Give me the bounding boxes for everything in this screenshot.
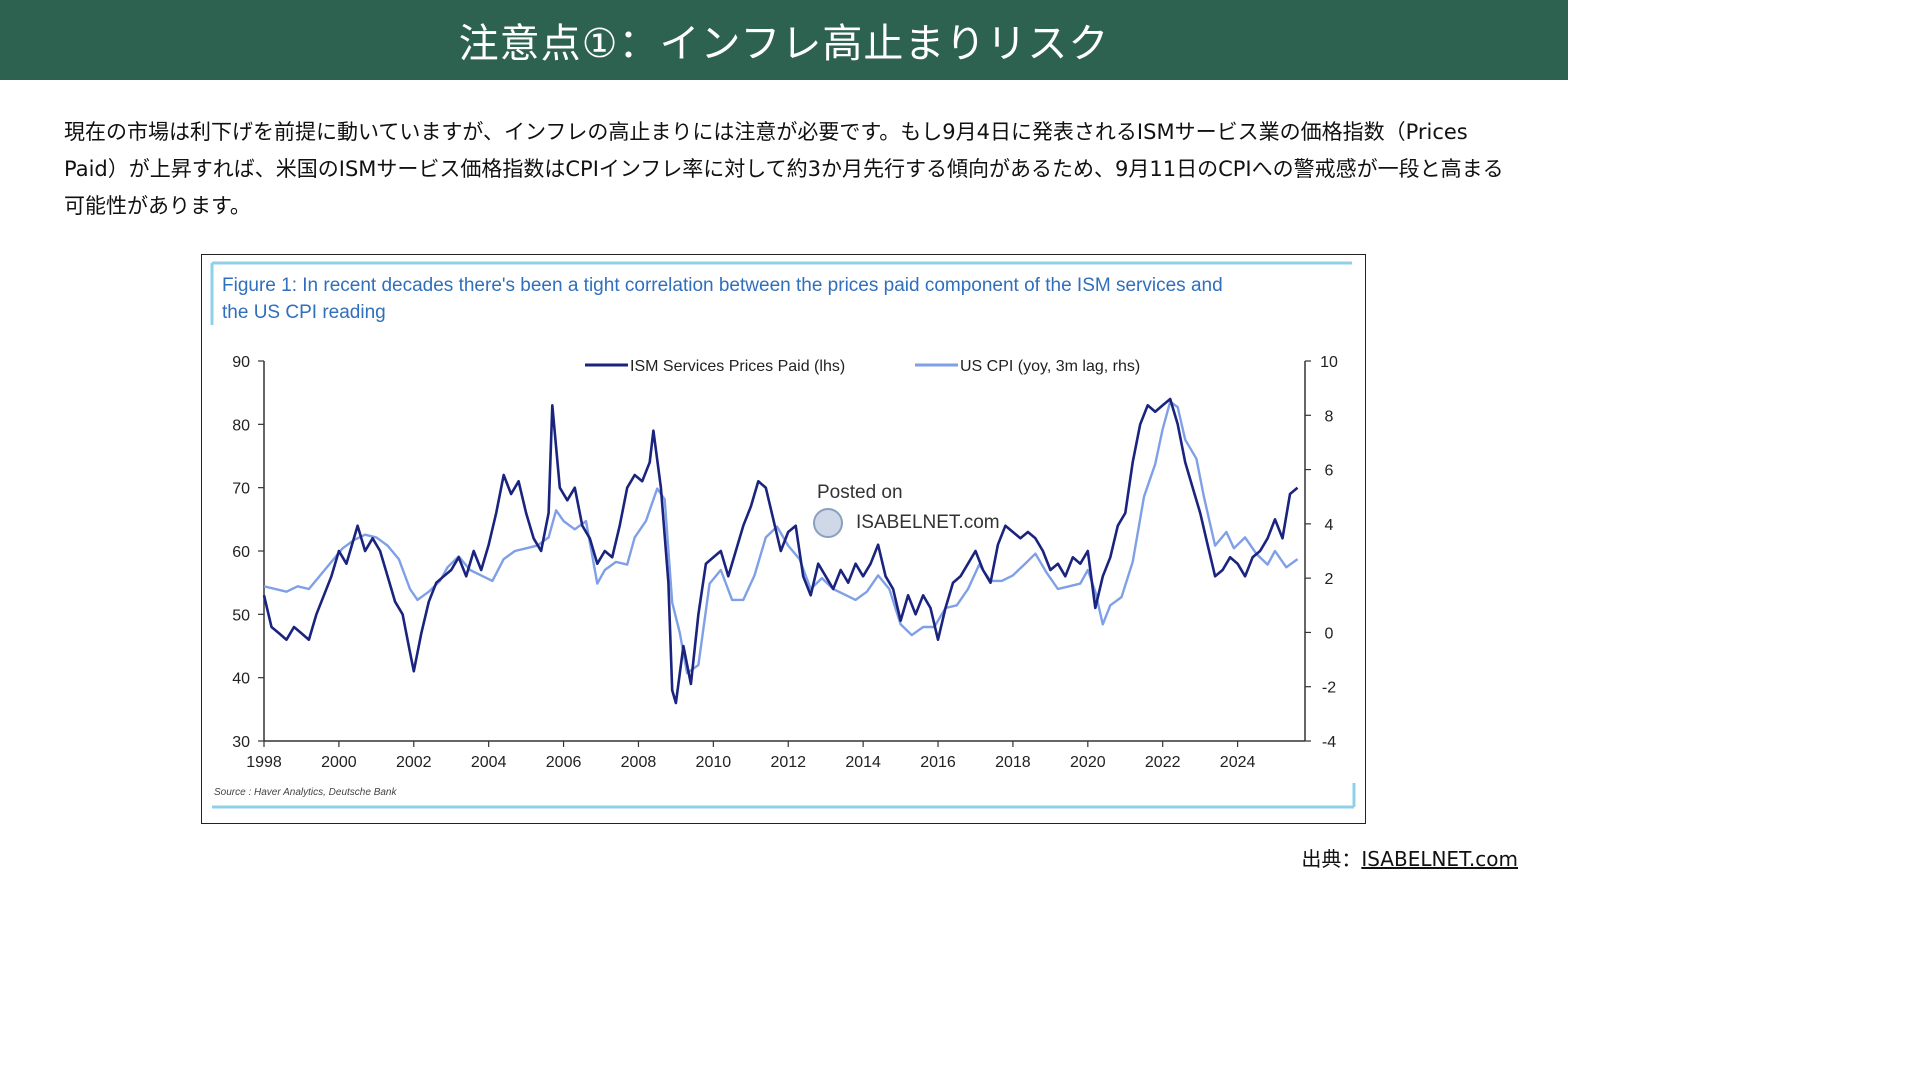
x-tick-label: 2000	[321, 754, 357, 771]
figure-source-note: Source : Haver Analytics, Deutsche Bank	[214, 787, 397, 798]
figure-box: Figure 1: In recent decades there's been…	[201, 254, 1366, 824]
x-tick-label: 2004	[471, 754, 507, 771]
intro-paragraph: 現在の市場は利下げを前提に動いていますが、インフレの高止まりには注意が必要です。…	[64, 120, 1504, 218]
source-credit: 出典：ISABELNET.com	[1301, 843, 1518, 872]
x-tick-label: 2024	[1220, 754, 1256, 771]
slide-header: 注意点①：インフレ高止まりリスク	[0, 0, 1568, 80]
right-axis-ticks: 10 8 6 4 2 0 -2 -4	[1305, 354, 1338, 751]
right-tick-label: 6	[1325, 463, 1334, 480]
left-axis-ticks: 90 80 70 60 50 40 30	[232, 354, 264, 751]
x-tick-label: 2018	[995, 754, 1031, 771]
legend-label-cpi: US CPI (yoy, 3m lag, rhs)	[960, 358, 1140, 375]
figure-title: Figure 1: In recent decades there's been…	[222, 275, 1228, 323]
left-tick-label: 90	[232, 354, 250, 371]
chart-svg: Figure 1: In recent decades there's been…	[210, 261, 1356, 809]
watermark-line-2: ISABELNET.com	[856, 512, 1000, 533]
left-tick-label: 50	[232, 607, 250, 624]
legend-label-ism: ISM Services Prices Paid (lhs)	[630, 358, 845, 375]
left-tick-label: 30	[232, 734, 250, 751]
x-tick-label: 2016	[920, 754, 956, 771]
watermark: Posted on ISABELNET.com	[813, 482, 1000, 538]
right-tick-label: 0	[1325, 625, 1334, 642]
left-tick-label: 60	[232, 544, 250, 561]
series-line-us-cpi	[263, 400, 1299, 675]
series-layer	[262, 397, 1299, 705]
x-tick-label: 2014	[845, 754, 881, 771]
source-link[interactable]: ISABELNET.com	[1361, 847, 1518, 871]
x-tick-label: 2020	[1070, 754, 1106, 771]
x-tick-label: 2022	[1145, 754, 1181, 771]
x-tick-label: 1998	[246, 754, 282, 771]
right-tick-label: -4	[1322, 734, 1336, 751]
source-label: 出典：	[1301, 847, 1362, 871]
left-tick-label: 40	[232, 671, 250, 688]
series-line-ism-prices-paid	[262, 397, 1299, 705]
watermark-logo-icon	[813, 508, 843, 538]
figure-title-line-1: Figure 1: In recent decades there's been…	[222, 275, 1223, 296]
figure-title-line-2: the US CPI reading	[222, 302, 386, 323]
x-axis-ticks: 1998 2000 2002 2004 2006 2008 2010 2012 2014 2016…	[246, 741, 1255, 771]
x-tick-label: 2002	[396, 754, 432, 771]
left-tick-label: 70	[232, 481, 250, 498]
right-tick-label: -2	[1322, 680, 1336, 697]
slide-title: 注意点①：インフレ高止まりリスク	[458, 21, 1110, 67]
right-tick-label: 10	[1320, 354, 1338, 371]
x-tick-label: 2008	[621, 754, 657, 771]
x-tick-label: 2010	[696, 754, 732, 771]
left-tick-label: 80	[232, 417, 250, 434]
watermark-line-1: Posted on	[817, 482, 903, 503]
x-tick-label: 2012	[770, 754, 806, 771]
x-tick-label: 2006	[546, 754, 582, 771]
right-tick-label: 8	[1325, 408, 1334, 425]
legend: ISM Services Prices Paid (lhs) US CPI (y…	[585, 358, 1140, 375]
right-tick-label: 4	[1325, 517, 1334, 534]
right-tick-label: 2	[1325, 571, 1334, 588]
